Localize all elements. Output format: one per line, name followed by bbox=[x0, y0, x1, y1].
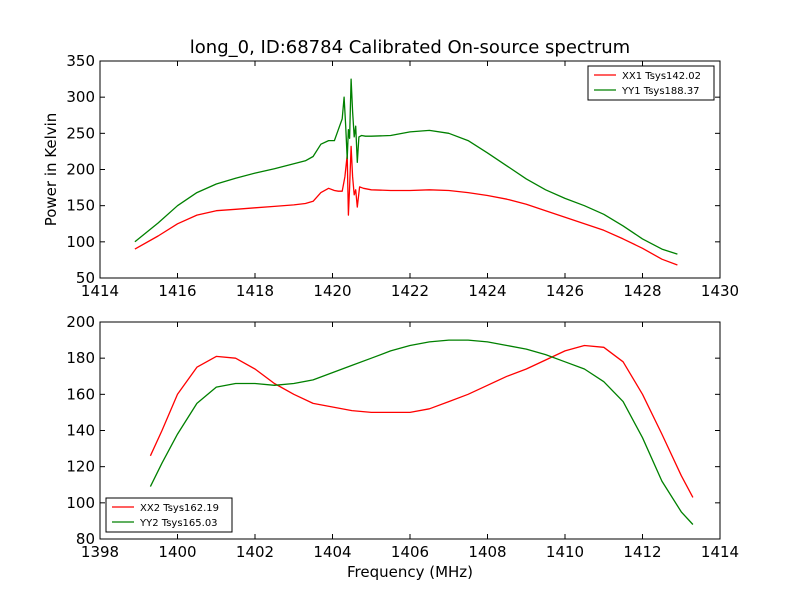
figure-title: long_0, ID:68784 Calibrated On-source sp… bbox=[190, 37, 630, 58]
y-tick-label: 350 bbox=[66, 52, 95, 70]
legend-label: YY1 Tsys188.37 bbox=[621, 86, 700, 97]
y-tick-label: 160 bbox=[66, 385, 95, 403]
legend-label: YY2 Tsys165.03 bbox=[139, 518, 218, 529]
x-tick-label: 1400 bbox=[158, 543, 196, 561]
x-tick-label: 1412 bbox=[623, 543, 661, 561]
x-tick-label: 1422 bbox=[391, 282, 429, 300]
series-line-xx bbox=[134, 145, 678, 266]
y-tick-label: 120 bbox=[66, 458, 95, 476]
x-tick-label: 1430 bbox=[701, 282, 739, 300]
legend-label: XX2 Tsys162.19 bbox=[140, 503, 219, 514]
x-tick-label: 1416 bbox=[158, 282, 196, 300]
y-axis-label: Power in Kelvin bbox=[42, 113, 60, 227]
y-tick-label: 100 bbox=[66, 233, 95, 251]
x-tick-label: 1404 bbox=[313, 543, 351, 561]
x-tick-label: 1414 bbox=[701, 543, 739, 561]
x-tick-label: 1428 bbox=[623, 282, 661, 300]
top-spectrum-plot: 1414 1416 1418 1420 1422 1424 1426 1428 1430 50 10… bbox=[42, 52, 739, 300]
x-tick-label: 1410 bbox=[546, 543, 584, 561]
x-tick-label: 1426 bbox=[546, 282, 584, 300]
legend: XX1 Tsys142.02 YY1 Tsys188.37 bbox=[587, 65, 715, 101]
y-tick-label: 300 bbox=[66, 88, 95, 106]
legend: XX2 Tsys162.19 YY2 Tsys165.03 bbox=[105, 497, 233, 533]
y-tick-label: 200 bbox=[66, 313, 95, 331]
series-line-xx bbox=[149, 344, 694, 498]
y-tick-label: 100 bbox=[66, 494, 95, 512]
x-tick-label: 1418 bbox=[236, 282, 274, 300]
x-tick-label: 1414 bbox=[81, 282, 119, 300]
y-tick-label: 140 bbox=[66, 422, 95, 440]
x-tick-label: 1402 bbox=[236, 543, 274, 561]
series-line-yy bbox=[134, 78, 678, 255]
x-tick-label: 1420 bbox=[313, 282, 351, 300]
x-tick-label: 1406 bbox=[391, 543, 429, 561]
y-tick-label: 200 bbox=[66, 161, 95, 179]
legend-label: XX1 Tsys142.02 bbox=[622, 71, 701, 82]
y-tick-label: 150 bbox=[66, 197, 95, 215]
y-tick-label: 50 bbox=[76, 269, 95, 287]
y-tick-label: 180 bbox=[66, 349, 95, 367]
legend-box bbox=[105, 497, 233, 533]
x-tick-label: 1424 bbox=[468, 282, 506, 300]
x-tick-label: 1408 bbox=[468, 543, 506, 561]
legend-box bbox=[587, 65, 715, 101]
bottom-spectrum-plot: 1398 1400 1402 1404 1406 1408 1410 1412 1414 80 10… bbox=[66, 313, 739, 561]
x-axis-label: Frequency (MHz) bbox=[347, 563, 473, 581]
y-tick-label: 80 bbox=[76, 530, 95, 548]
x-tick-label: 1398 bbox=[81, 543, 119, 561]
series-line-yy bbox=[149, 339, 694, 525]
y-tick-label: 250 bbox=[66, 124, 95, 142]
